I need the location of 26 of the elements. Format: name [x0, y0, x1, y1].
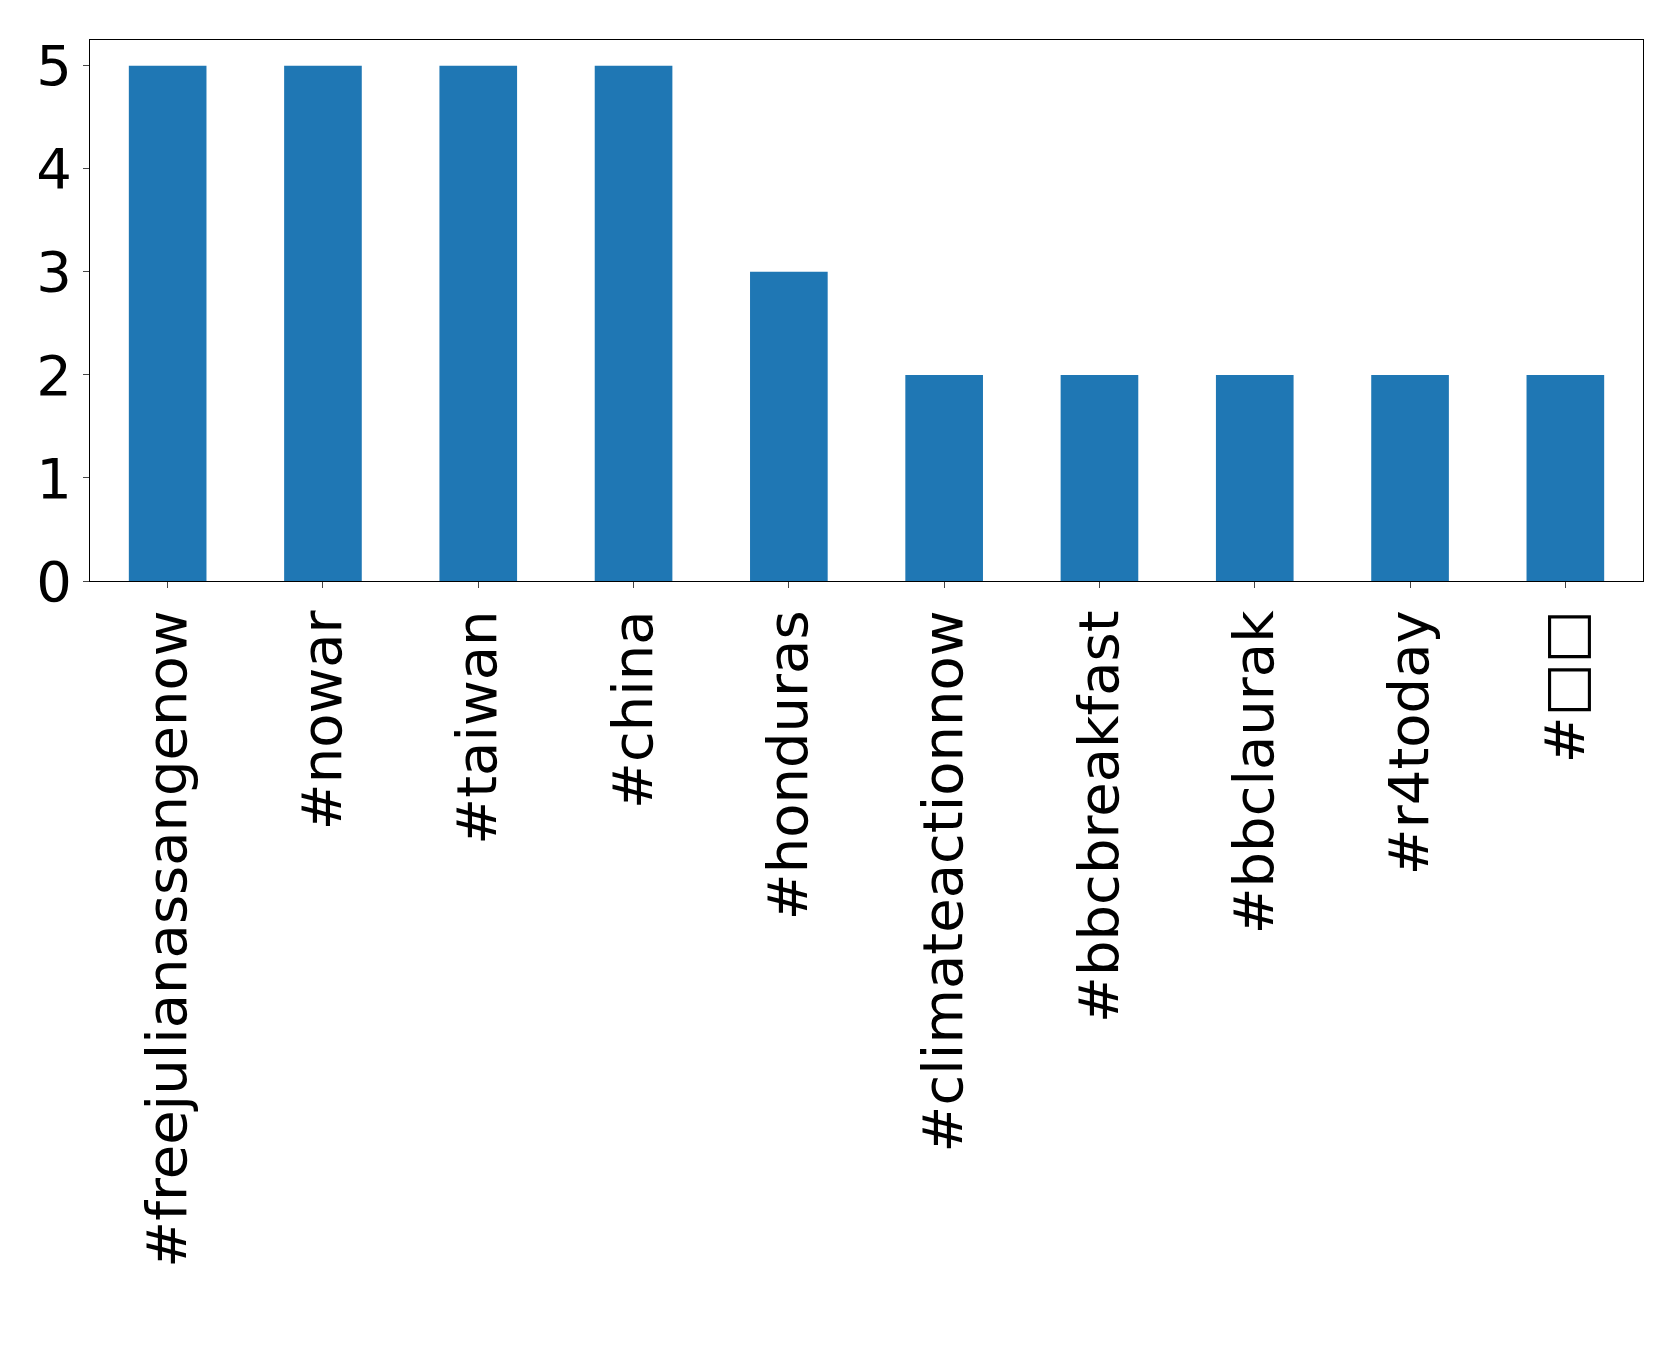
y-tick-label: 2	[36, 342, 72, 408]
x-tick-label: #r4today	[1376, 610, 1442, 876]
x-tick-label: #freejulianassangenow	[133, 610, 199, 1268]
y-tick-label: 1	[36, 445, 72, 511]
y-tick-label: 0	[36, 548, 72, 614]
bar	[905, 374, 983, 581]
x-tick-label: #bbcbreakfast	[1065, 610, 1131, 1023]
x-tick-label: #china	[599, 610, 665, 809]
bar	[1060, 374, 1139, 581]
y-tick-label: 4	[36, 136, 72, 202]
bar	[128, 65, 207, 581]
bar	[284, 65, 362, 581]
bar	[750, 271, 828, 581]
x-tick-label: #nowar	[289, 609, 355, 831]
bar	[439, 65, 518, 581]
y-tick-label: 3	[36, 239, 72, 305]
x-tick-label: #honduras	[755, 610, 821, 921]
bar	[1215, 374, 1294, 581]
x-tick-label: #taiwan	[444, 610, 510, 845]
bar	[1371, 374, 1449, 581]
bar	[594, 65, 673, 581]
x-tick-label: #□□	[1531, 610, 1597, 764]
y-tick-label: 5	[36, 33, 72, 99]
bar	[1526, 374, 1605, 581]
x-tick-label: #bbclaurak	[1220, 609, 1286, 935]
x-tick-label: #climateactionnow	[910, 610, 976, 1153]
